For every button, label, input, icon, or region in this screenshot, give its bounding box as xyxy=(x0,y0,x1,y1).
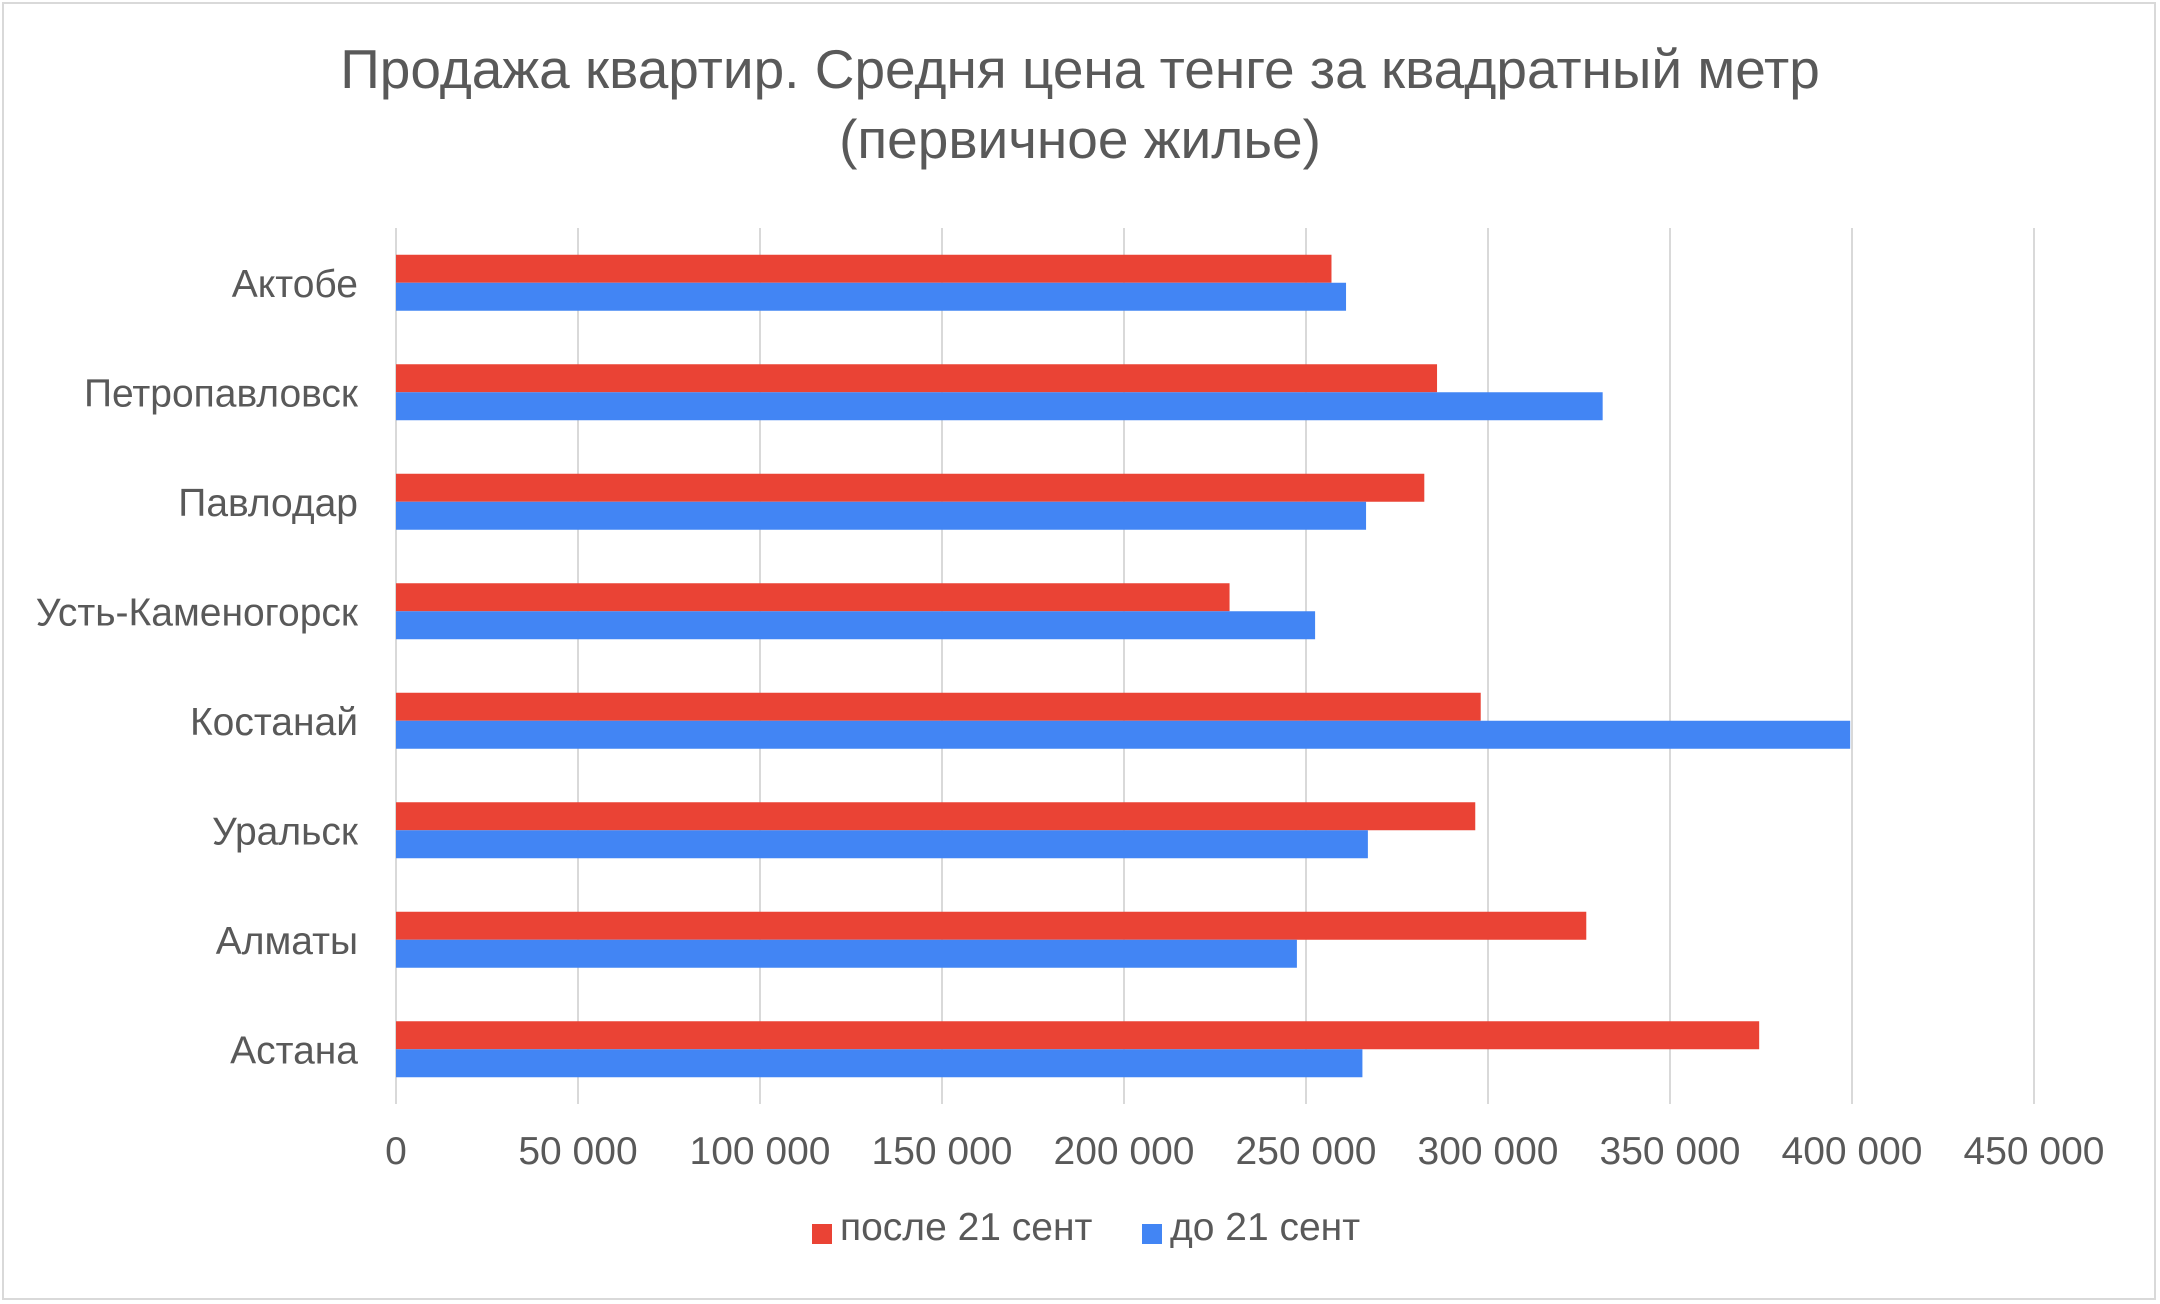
bar-before xyxy=(396,720,1851,749)
category-label: Костанай xyxy=(190,701,358,744)
category-label: Усть-Каменогорск xyxy=(36,591,359,634)
bar-after xyxy=(396,254,1332,283)
bar-after xyxy=(396,473,1425,502)
gridlines xyxy=(395,228,2035,1104)
legend-swatch xyxy=(1142,1224,1162,1244)
category-label: Павлодар xyxy=(178,482,358,525)
x-tick-label: 0 xyxy=(385,1130,407,1173)
bar-before xyxy=(396,1049,1363,1078)
category-label: Петропавловск xyxy=(84,372,359,415)
x-tick-label: 450 000 xyxy=(1964,1130,2105,1173)
chart-title-line1: Продажа квартир. Средня цена тенге за кв… xyxy=(340,38,1820,100)
category-label: Уральск xyxy=(212,810,359,853)
x-tick-label: 50 000 xyxy=(518,1130,637,1173)
bar-after xyxy=(396,692,1481,721)
bar-before xyxy=(396,611,1316,640)
legend-swatch xyxy=(812,1224,832,1244)
x-tick-label: 300 000 xyxy=(1418,1130,1559,1173)
x-tick-label: 400 000 xyxy=(1782,1130,1923,1173)
legend-label: после 21 сент xyxy=(840,1206,1093,1249)
legend-label: до 21 сент xyxy=(1170,1206,1360,1249)
bar-before xyxy=(396,830,1368,859)
bar-after xyxy=(396,1021,1760,1050)
chart-title-line2: (первичное жилье) xyxy=(839,108,1321,170)
category-label: Алматы xyxy=(216,920,358,963)
x-tick-label: 250 000 xyxy=(1236,1130,1377,1173)
category-label: Астана xyxy=(230,1029,358,1072)
bar-after xyxy=(396,911,1587,940)
bar-before xyxy=(396,392,1603,421)
legend: после 21 сент до 21 сент xyxy=(812,1206,1360,1249)
bar-after xyxy=(396,583,1230,612)
x-tick-label: 200 000 xyxy=(1054,1130,1195,1173)
x-tick-label: 350 000 xyxy=(1600,1130,1741,1173)
bar-before xyxy=(396,501,1367,530)
category-labels: Актобе Петропавловск Павлодар Усть-Каменого… xyxy=(36,263,359,1073)
bar-before xyxy=(396,282,1347,311)
x-tick-label: 150 000 xyxy=(872,1130,1013,1173)
bar-before xyxy=(396,939,1297,968)
x-tick-label: 100 000 xyxy=(690,1130,831,1173)
bars xyxy=(396,254,1851,1078)
x-axis-ticks: 0 50 000 100 000 150 000 200 000 250 000 300 0… xyxy=(385,1130,2104,1173)
bar-after xyxy=(396,802,1476,831)
category-label: Актобе xyxy=(232,263,358,306)
bar-after xyxy=(396,364,1438,393)
